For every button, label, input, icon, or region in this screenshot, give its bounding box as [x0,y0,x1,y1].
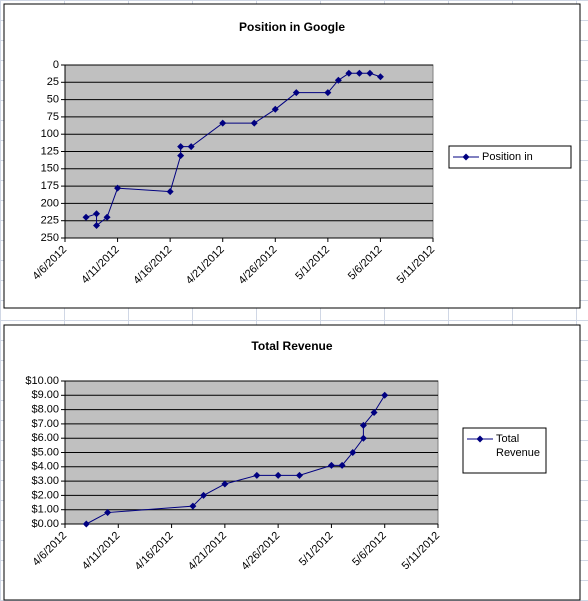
y-tick-label: $10.00 [25,375,59,387]
data-point [295,471,303,479]
data-point [82,520,90,528]
chart-title: Position in Google [239,20,345,34]
data-point [327,461,335,469]
legend-text-holder: Position in Google [482,151,533,166]
legend-marker [462,153,470,161]
data-point [103,213,111,221]
data-point [349,449,357,456]
data-point [200,491,208,499]
data-point [376,73,384,81]
y-tick-label: 225 [41,215,59,227]
y-tick-label: 25 [47,76,59,88]
data-point [114,184,122,192]
y-tick-label: 100 [41,128,59,140]
y-tick-label: $0.00 [31,518,59,530]
legend-text-holder: Total Revenue [496,433,541,459]
data-point [359,421,367,429]
y-tick-label: $3.00 [31,475,59,487]
y-tick-label: 200 [41,197,59,209]
data-point [177,152,185,160]
data-point [187,143,195,151]
y-tick-label: 175 [41,180,59,192]
data-point [366,69,374,77]
data-point [370,408,378,416]
legend-box [448,145,572,169]
data-point [177,143,185,151]
data-point [253,471,261,479]
data-point [381,391,389,399]
y-tick-label: $4.00 [31,461,59,473]
y-tick-label: $2.00 [31,489,59,501]
y-tick-label: 250 [41,232,59,244]
y-tick-label: $1.00 [31,504,59,516]
data-point [292,89,300,97]
y-tick-label: $5.00 [31,446,59,458]
data-point [355,69,363,77]
data-point [219,119,227,127]
y-tick-label: $8.00 [31,404,59,416]
data-point [250,119,258,127]
data-point [274,471,282,479]
data-point [166,188,174,196]
data-point [271,105,279,113]
legend-label: Total Revenue [496,433,541,459]
data-point [104,509,112,517]
legend-box [462,427,547,474]
data-point [334,76,342,84]
y-tick-label: 75 [47,111,59,123]
data-point [338,461,346,469]
chart-title: Total Revenue [251,339,332,353]
y-tick-label: 125 [41,145,59,157]
data-point [345,69,353,77]
data-point [324,89,332,97]
data-point [189,502,197,510]
data-point [93,210,101,218]
data-point [82,213,90,221]
legend-marker [476,435,484,443]
y-tick-label: 50 [47,94,59,106]
y-tick-label: 150 [41,163,59,175]
legend-label: Position in Google [482,151,533,166]
data-point [93,222,101,230]
y-tick-label: 0 [53,59,59,71]
data-point [359,434,367,442]
data-point [221,480,229,488]
y-tick-label: $9.00 [31,389,59,401]
y-tick-label: $6.00 [31,432,59,444]
y-tick-label: $7.00 [31,418,59,430]
